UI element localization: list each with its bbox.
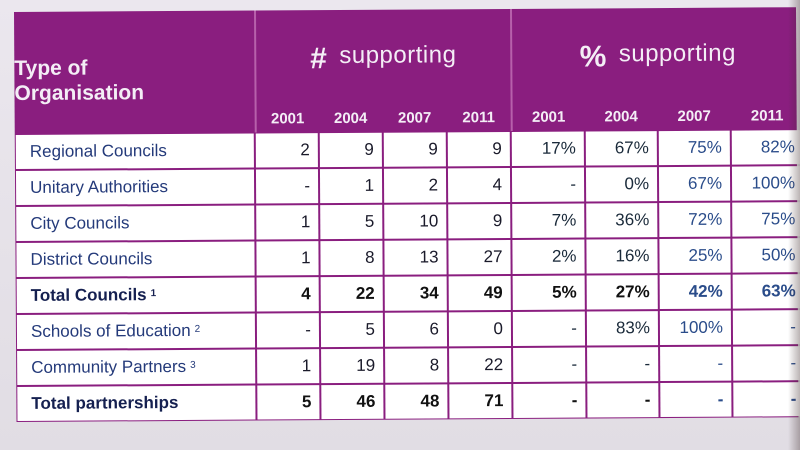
number-cell: 22 [449, 347, 512, 383]
number-cell: 5 [320, 204, 383, 240]
table-row-label: Total partnerships [17, 385, 256, 421]
number-cell: 71 [449, 383, 512, 419]
percent-cell: - [587, 347, 659, 382]
number-cell: 6 [384, 312, 448, 347]
year-header-pct-2001: 2001 [510, 102, 585, 131]
percent-cell: - [512, 311, 586, 346]
percent-cell: 16% [586, 239, 658, 274]
table-row-label: Schools of Education 2 [16, 313, 256, 349]
footnote-marker: 2 [194, 323, 201, 335]
number-cell: 46 [321, 384, 384, 420]
number-cell: 22 [320, 276, 383, 312]
number-cell: 1 [257, 349, 320, 384]
year-header-num-2011: 2011 [462, 108, 495, 126]
number-cell: 49 [448, 275, 511, 311]
number-cell: 27 [448, 239, 511, 275]
percent-supporting-header: % supporting [509, 7, 800, 103]
year-header-num-2001: 2001 [254, 104, 319, 133]
year-header-pct-2004: 2004 [604, 107, 638, 125]
table-row-label: District Councils [16, 241, 255, 277]
row-label-text: Schools of Education [30, 320, 191, 341]
number-cell: 2 [255, 133, 318, 168]
percent-cell: - [660, 382, 732, 418]
page-edge-shadow [788, 0, 800, 450]
table-row-label: City Councils [16, 205, 255, 241]
number-cell: 1 [256, 205, 319, 240]
year-header-pct-2007: 2007 [677, 107, 711, 125]
number-cell: 1 [319, 168, 383, 204]
row-label-text: Unitary Authorities [30, 177, 169, 197]
row-label-text: Community Partners [31, 356, 187, 377]
number-cell: 5 [257, 385, 320, 420]
year-header-num-2007: 2007 [397, 108, 432, 127]
percent-cell: - [513, 383, 586, 418]
row-label-text: City Councils [30, 213, 130, 233]
percent-cell: - [513, 347, 586, 382]
percent-cell: - [660, 346, 732, 382]
number-cell: - [256, 313, 320, 348]
percent-cell: 83% [586, 311, 659, 346]
data-table: Type of Organisation # supporting % supp… [14, 7, 800, 422]
row-label-text: Regional Councils [29, 141, 167, 161]
table-grid: Type of Organisation # supporting % supp… [14, 7, 800, 422]
number-cell: 9 [447, 131, 510, 167]
number-cell: 0 [448, 311, 512, 347]
percent-cell: 7% [512, 203, 585, 238]
percent-cell: 72% [659, 202, 731, 238]
percent-cell: - [511, 167, 585, 202]
percent-cell: 75% [658, 130, 730, 166]
percent-cell: 2% [512, 239, 585, 274]
percent-cell: 100% [659, 310, 732, 346]
percent-cell: 25% [659, 238, 731, 274]
number-cell: 9 [319, 132, 382, 168]
percent-cell: 27% [586, 275, 658, 310]
percent-cell: - [587, 383, 659, 418]
footnote-marker: 1 [150, 287, 157, 299]
type-header-line2: Organisation [14, 81, 145, 105]
number-cell: 48 [385, 384, 448, 419]
row-label-text: Total Councils [30, 285, 147, 305]
number-cell: 34 [384, 276, 447, 311]
percent-supporting-word: supporting [618, 39, 736, 68]
number-cell: 8 [385, 348, 448, 383]
table-row-label: Total Councils 1 [16, 277, 255, 313]
percent-symbol: % [579, 40, 607, 74]
number-cell: 9 [383, 132, 446, 167]
number-cell: 4 [256, 277, 319, 312]
table-row-label: Community Partners 3 [17, 349, 256, 385]
percent-cell: 67% [658, 166, 731, 202]
percent-cell: 5% [512, 275, 585, 310]
percent-cell: 17% [511, 131, 584, 166]
number-supporting-header: # supporting [253, 8, 511, 105]
number-cell: 10 [384, 204, 447, 239]
percent-cell: 42% [659, 274, 731, 310]
year-header-num-2004: 2004 [333, 109, 368, 127]
table-row-label: Unitary Authorities [15, 169, 255, 205]
number-cell: - [255, 169, 319, 204]
table-row-label: Regional Councils [15, 133, 254, 169]
number-cell: 13 [384, 240, 447, 275]
number-cell: 8 [320, 240, 383, 276]
number-cell: 5 [320, 312, 384, 348]
percent-cell: 67% [585, 131, 657, 166]
footnote-marker: 3 [190, 359, 196, 371]
number-cell: 2 [383, 168, 447, 203]
percent-cell: 36% [586, 203, 658, 238]
row-label-text: District Councils [30, 249, 153, 269]
number-cell: 4 [447, 167, 511, 203]
hash-symbol: # [310, 42, 328, 76]
type-of-organisation-header: Type of Organisation [14, 11, 255, 134]
type-header-line1: Type of [14, 56, 88, 80]
number-supporting-word: supporting [339, 41, 457, 70]
number-cell: 9 [448, 203, 511, 239]
row-label-text: Total partnerships [31, 393, 179, 413]
number-cell: 19 [321, 348, 384, 384]
number-cell: 1 [256, 241, 319, 276]
percent-cell: 0% [585, 167, 658, 202]
